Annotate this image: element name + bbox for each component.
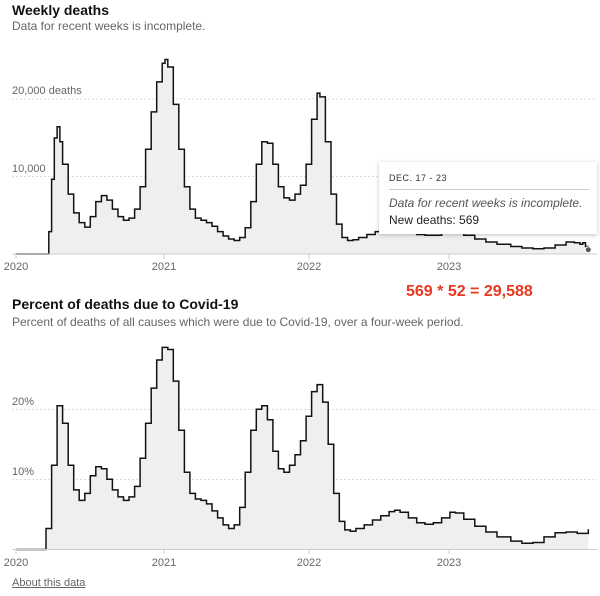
y-tick-label-20pct: 20%: [12, 396, 34, 408]
percent-deaths-area: [16, 347, 589, 550]
y-tick-label-10000: 10,000: [12, 163, 46, 175]
weekly-deaths-subtitle: Data for recent weeks is incomplete.: [12, 19, 206, 33]
hover-tooltip: DEC. 17 - 23 Data for recent weeks is in…: [379, 162, 597, 234]
x-tick-label-2020: 2020: [4, 261, 28, 273]
y-tick-label-20000: 20,000 deaths: [12, 85, 82, 97]
y-tick-label-10pct: 10%: [12, 466, 34, 478]
x-tick-label-2020: 2020: [4, 557, 28, 569]
weekly-deaths-title: Weekly deaths: [12, 2, 110, 18]
x-tick-label-2023: 2023: [437, 261, 461, 273]
x-tick-label-2022: 2022: [297, 261, 321, 273]
x-tick-label-2021: 2021: [152, 557, 176, 569]
x-tick-label-2022: 2022: [297, 557, 321, 569]
tooltip-value: New deaths: 569: [389, 213, 480, 227]
weekly-deaths-area: [16, 59, 589, 254]
tooltip-note: Data for recent weeks is incomplete.: [389, 196, 583, 210]
x-tick-label-2021: 2021: [152, 261, 176, 273]
percent-deaths-line: [16, 346, 590, 551]
tooltip-date: DEC. 17 - 23: [389, 173, 448, 183]
about-this-data-link[interactable]: About this data: [12, 577, 86, 589]
tooltip-divider: [389, 189, 589, 190]
percent-deaths-subtitle: Percent of deaths of all causes which we…: [12, 315, 464, 329]
hovered-point-marker[interactable]: [584, 246, 592, 254]
percent-deaths-title: Percent of deaths due to Covid-19: [12, 296, 239, 312]
calculation-annotation: 569 * 52 = 29,588: [406, 283, 533, 300]
x-tick-label-2023: 2023: [437, 557, 461, 569]
